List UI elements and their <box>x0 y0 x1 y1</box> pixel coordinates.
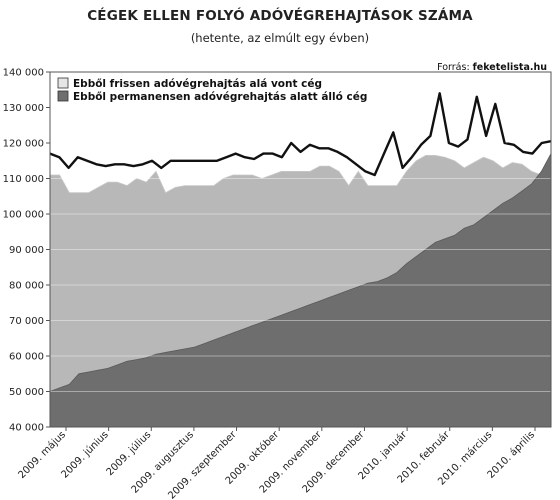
legend-label-frissen: Ebből frissen adóvégrehajtás alá vont cé… <box>73 78 322 90</box>
legend[interactable]: Ebből frissen adóvégrehajtás alá vont cé… <box>57 77 367 103</box>
y-tick-label: 40 000 <box>9 423 44 434</box>
chart-subtitle: (hetente, az elmúlt egy évben) <box>190 31 370 45</box>
y-tick-label: 130 000 <box>3 103 44 114</box>
area-permanens <box>49 153 552 428</box>
legend-swatch-permanens <box>57 90 69 102</box>
y-tick-label: 60 000 <box>9 352 44 363</box>
y-tick-label: 100 000 <box>3 210 44 221</box>
line-osszesen <box>49 92 552 177</box>
legend-label-permanens: Ebből permanensen adóvégrehajtás alatt á… <box>73 91 367 103</box>
source-note: Forrás: feketelista.hu <box>437 62 547 73</box>
total-line-layer <box>49 92 552 177</box>
source-site: feketelista.hu <box>473 62 547 73</box>
y-tick-label: 90 000 <box>9 245 44 256</box>
legend-swatch-frissen <box>57 77 69 89</box>
y-tick-label: 80 000 <box>9 281 44 292</box>
y-tick-label: 50 000 <box>9 387 44 398</box>
grid-layer <box>50 107 551 392</box>
source-label: Forrás: <box>437 62 473 73</box>
y-tick-label: 140 000 <box>3 68 44 79</box>
area-layer <box>49 153 552 428</box>
y-tick-label: 70 000 <box>9 316 44 327</box>
y-axis: 40 000 50 000 60 000 70 000 80 000 90 000 100 … <box>3 68 50 434</box>
y-tick-label: 120 000 <box>3 139 44 150</box>
y-tick-label: 110 000 <box>3 174 44 185</box>
chart-title: CÉGEK ELLEN FOLYÓ ADÓVÉGREHAJTÁSOK SZÁMA <box>87 8 473 24</box>
